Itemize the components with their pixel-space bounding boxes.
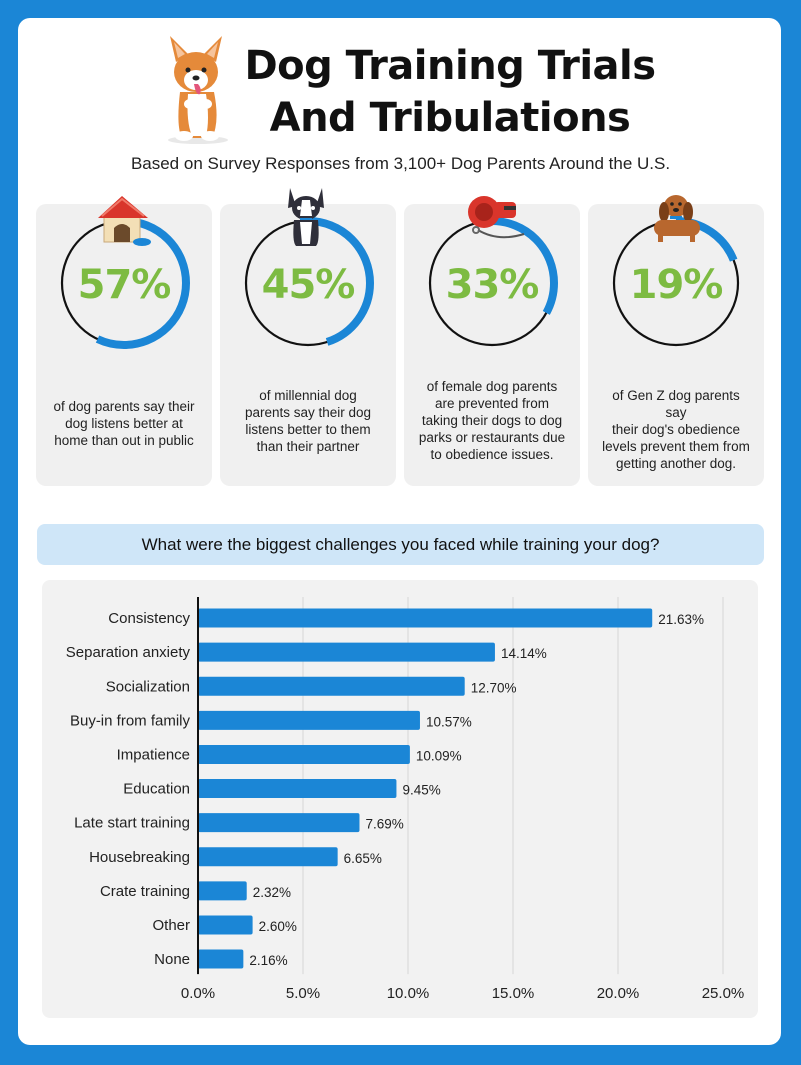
stat-description: of dog parents say their dog listens bet… bbox=[50, 398, 198, 449]
category-label: Separation anxiety bbox=[66, 644, 191, 661]
stat-description: of millennial dog parents say their dog … bbox=[234, 387, 382, 455]
category-label: None bbox=[154, 951, 190, 968]
category-label: Socialization bbox=[106, 678, 190, 695]
bar bbox=[198, 676, 465, 696]
bar bbox=[198, 779, 397, 799]
category-label: Other bbox=[152, 917, 190, 934]
bar bbox=[198, 744, 410, 764]
desc-line: listens better to them bbox=[245, 422, 371, 437]
x-tick-label: 25.0% bbox=[702, 985, 745, 1002]
category-label: Crate training bbox=[100, 883, 190, 900]
value-label: 2.32% bbox=[253, 885, 291, 900]
chart-question: What were the biggest challenges you fac… bbox=[37, 524, 764, 565]
stat-value: 57% bbox=[77, 262, 172, 308]
desc-line: parents say their dog bbox=[244, 405, 372, 420]
value-label: 7.69% bbox=[365, 817, 403, 832]
value-label: 6.65% bbox=[344, 851, 382, 866]
desc-line: of millennial dog bbox=[259, 388, 357, 403]
category-label: Late start training bbox=[74, 815, 190, 832]
chart-panel: Consistency 21.63% Separation anxiety 14.14… bbox=[42, 580, 758, 1018]
page-title: Dog Training Trials And Tribulations bbox=[200, 40, 700, 144]
desc-line: their dog's obedience bbox=[612, 422, 740, 437]
corgi-icon bbox=[168, 36, 228, 144]
bar bbox=[198, 710, 420, 730]
stat-value: 45% bbox=[261, 262, 356, 308]
desc-line: home than out in public bbox=[54, 433, 194, 448]
x-tick-label: 15.0% bbox=[492, 985, 535, 1002]
category-label: Education bbox=[123, 781, 190, 798]
bar bbox=[198, 813, 360, 833]
bar bbox=[198, 642, 495, 662]
category-label: Buy-in from family bbox=[70, 712, 191, 729]
stat-card-4: 19% of Gen Z dog parents say their dog's… bbox=[588, 204, 764, 486]
category-label: Housebreaking bbox=[89, 849, 190, 866]
value-label: 9.45% bbox=[402, 783, 440, 798]
stat-card-3: 33% of female dog parents are prevented … bbox=[404, 204, 580, 486]
desc-line: getting another dog. bbox=[615, 456, 737, 471]
x-tick-label: 0.0% bbox=[181, 985, 215, 1002]
bar bbox=[198, 881, 247, 901]
desc-line: of dog parents say their bbox=[53, 399, 195, 414]
desc-line: levels prevent them from bbox=[602, 439, 750, 454]
page-subtitle: Based on Survey Responses from 3,100+ Do… bbox=[130, 154, 671, 173]
stat-description: of female dog parents are prevented from… bbox=[418, 378, 566, 463]
leash-icon bbox=[468, 196, 525, 239]
bar bbox=[198, 949, 244, 969]
bar-chart: Consistency 21.63% Separation anxiety 14.14… bbox=[66, 597, 745, 1002]
bar bbox=[198, 847, 338, 867]
value-label: 10.09% bbox=[416, 748, 462, 763]
bar bbox=[198, 608, 653, 628]
dachshund-icon bbox=[654, 195, 700, 242]
desc-line: to obedience issues. bbox=[430, 447, 554, 462]
desc-line: parks or restaurants due bbox=[418, 430, 566, 445]
stat-value: 19% bbox=[629, 262, 724, 308]
boston-terrier-icon bbox=[288, 188, 324, 246]
desc-line: than their partner bbox=[256, 439, 360, 454]
doghouse-icon bbox=[98, 196, 151, 246]
value-label: 2.60% bbox=[259, 919, 297, 934]
stat-description: of Gen Z dog parents say their dog's obe… bbox=[602, 387, 750, 472]
category-label: Impatience bbox=[117, 746, 190, 763]
desc-line: taking their dogs to dog bbox=[421, 413, 563, 428]
stat-value: 33% bbox=[445, 262, 540, 308]
value-label: 10.57% bbox=[426, 714, 472, 729]
category-label: Consistency bbox=[108, 610, 190, 627]
desc-line: are prevented from bbox=[434, 396, 550, 411]
x-tick-label: 10.0% bbox=[387, 985, 430, 1002]
value-label: 21.63% bbox=[658, 612, 704, 627]
value-label: 2.16% bbox=[249, 953, 287, 968]
x-tick-label: 20.0% bbox=[597, 985, 640, 1002]
desc-line: of Gen Z dog parents say bbox=[612, 388, 740, 420]
stat-card-1: 57% of dog parents say their dog listens… bbox=[36, 204, 212, 486]
bar bbox=[198, 915, 253, 935]
desc-line: of female dog parents bbox=[426, 379, 558, 394]
title-line-1: Dog Training Trials bbox=[244, 43, 656, 89]
x-tick-label: 5.0% bbox=[286, 985, 320, 1002]
desc-line: dog listens better at bbox=[65, 416, 183, 431]
value-label: 14.14% bbox=[501, 646, 547, 661]
title-line-2: And Tribulations bbox=[269, 95, 631, 141]
value-label: 12.70% bbox=[471, 680, 517, 695]
